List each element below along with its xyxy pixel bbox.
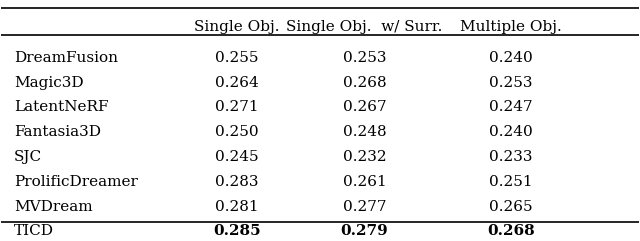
Text: 0.240: 0.240	[490, 125, 533, 139]
Text: 0.247: 0.247	[490, 100, 533, 114]
Text: 0.267: 0.267	[343, 100, 387, 114]
Text: 0.264: 0.264	[215, 75, 259, 90]
Text: DreamFusion: DreamFusion	[14, 51, 118, 65]
Text: 0.233: 0.233	[490, 150, 533, 164]
Text: SJC: SJC	[14, 150, 42, 164]
Text: 0.283: 0.283	[216, 175, 259, 189]
Text: 0.240: 0.240	[490, 51, 533, 65]
Text: 0.285: 0.285	[213, 224, 261, 238]
Text: Magic3D: Magic3D	[14, 75, 84, 90]
Text: Multiple Obj.: Multiple Obj.	[460, 20, 562, 34]
Text: 0.251: 0.251	[490, 175, 533, 189]
Text: 0.268: 0.268	[343, 75, 387, 90]
Text: LatentNeRF: LatentNeRF	[14, 100, 109, 114]
Text: 0.261: 0.261	[343, 175, 387, 189]
Text: 0.255: 0.255	[216, 51, 259, 65]
Text: 0.248: 0.248	[343, 125, 387, 139]
Text: 0.253: 0.253	[490, 75, 533, 90]
Text: ProlificDreamer: ProlificDreamer	[14, 175, 138, 189]
Text: 0.232: 0.232	[343, 150, 387, 164]
Text: 0.253: 0.253	[343, 51, 387, 65]
Text: 0.279: 0.279	[340, 224, 388, 238]
Text: Fantasia3D: Fantasia3D	[14, 125, 101, 139]
Text: TICD: TICD	[14, 224, 54, 238]
Text: 0.271: 0.271	[215, 100, 259, 114]
Text: Single Obj.: Single Obj.	[195, 20, 280, 34]
Text: Single Obj.  w/ Surr.: Single Obj. w/ Surr.	[287, 20, 443, 34]
Text: MVDream: MVDream	[14, 200, 93, 214]
Text: 0.265: 0.265	[490, 200, 533, 214]
Text: 0.245: 0.245	[215, 150, 259, 164]
Text: 0.277: 0.277	[343, 200, 387, 214]
Text: 0.250: 0.250	[215, 125, 259, 139]
Text: 0.281: 0.281	[215, 200, 259, 214]
Text: 0.268: 0.268	[487, 224, 535, 238]
